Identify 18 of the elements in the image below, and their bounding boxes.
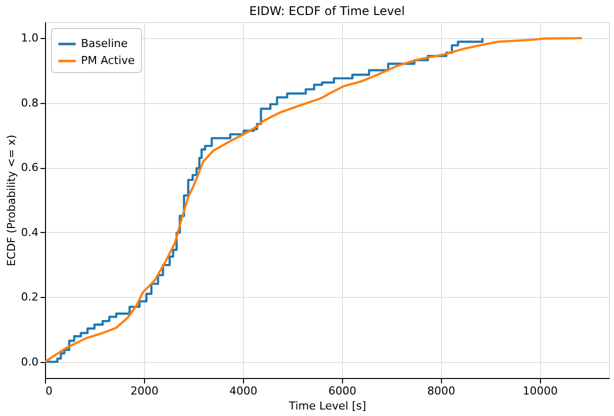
x-tick-label: 8000 bbox=[427, 384, 456, 398]
x-axis-title: Time Level [s] bbox=[288, 400, 366, 412]
x-tick-label: 6000 bbox=[328, 384, 356, 398]
x-tick-label: 0 bbox=[46, 384, 52, 398]
x-tick-label: 4000 bbox=[229, 384, 258, 398]
x-tick-label: 2000 bbox=[130, 384, 158, 398]
y-tick-label: 0.6 bbox=[21, 161, 38, 174]
y-tick-label: 1.0 bbox=[21, 32, 38, 45]
line-series bbox=[45, 37, 584, 363]
chart-title: EIDW: ECDF of Time Level bbox=[249, 4, 405, 18]
x-tick-label: 10000 bbox=[522, 384, 558, 398]
y-tick-label: 0.2 bbox=[21, 290, 38, 304]
legend-label: Baseline bbox=[81, 37, 128, 50]
y-tick-label: 0.4 bbox=[21, 226, 38, 239]
y-tick-label: 0.8 bbox=[21, 96, 38, 110]
y-tick-label: 0.0 bbox=[21, 355, 38, 368]
legend-label: PM Active bbox=[81, 54, 135, 67]
y-axis-title: ECDF (Probability <= x) bbox=[5, 134, 18, 266]
